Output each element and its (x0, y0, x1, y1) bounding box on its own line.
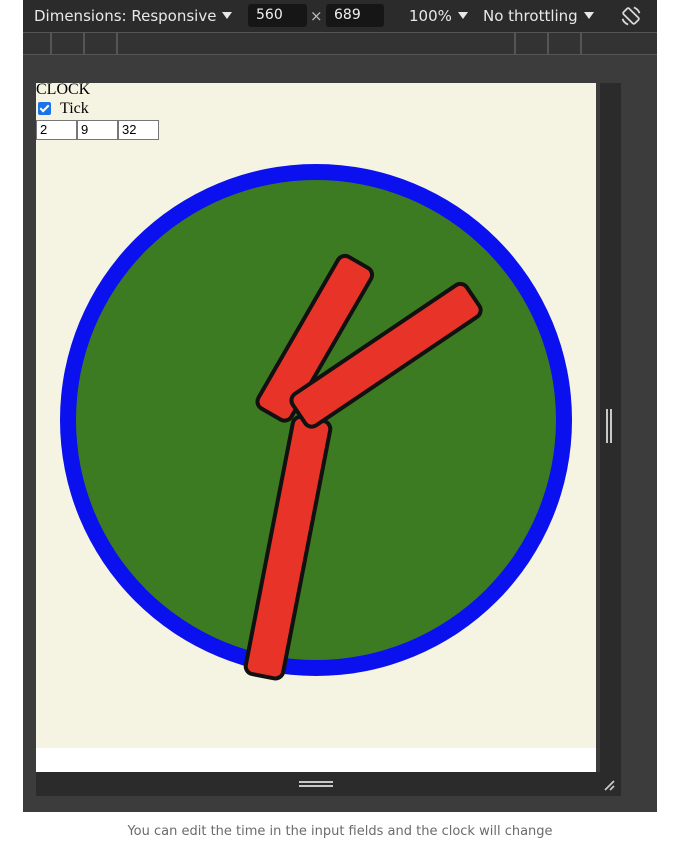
grip-line (299, 781, 333, 783)
page-title: CLOCK (36, 83, 91, 98)
device-viewport: CLOCK Tick 2 9 32 (36, 83, 596, 772)
corner-resize-glyph (604, 780, 615, 791)
height-input[interactable]: 689 (326, 4, 384, 27)
devtools-device-frame: Dimensions: Responsive 560 × 689 100% No… (23, 0, 657, 812)
chevron-down-icon (457, 12, 468, 19)
seconds-input[interactable]: 32 (118, 120, 159, 140)
rotate-icon[interactable] (619, 4, 643, 28)
ruler-divider (116, 33, 118, 54)
tick-checkbox[interactable] (38, 102, 51, 115)
ruler-divider (514, 33, 516, 54)
times-sign: × (310, 7, 323, 25)
ruler-divider (580, 33, 582, 54)
clock-page: CLOCK Tick 2 9 32 (36, 83, 596, 748)
chevron-down-icon (222, 12, 233, 19)
viewport-right-edge (600, 83, 621, 796)
zoom-dropdown[interactable]: 100% (409, 0, 468, 32)
width-resize-handle[interactable] (606, 409, 613, 443)
media-query-ruler (23, 32, 657, 55)
ruler-divider (83, 33, 85, 54)
clock-canvas (60, 164, 572, 681)
width-input[interactable]: 560 (248, 4, 307, 27)
chevron-down-icon (583, 12, 594, 19)
dimensions-dropdown[interactable]: Dimensions: Responsive (34, 0, 233, 32)
tick-label: Tick (60, 100, 89, 117)
caption-text: You can edit the time in the input field… (127, 824, 553, 839)
height-resize-handle[interactable] (299, 781, 333, 788)
ruler-divider (547, 33, 549, 54)
hour-hand (255, 253, 375, 423)
rotate-icon-glyph (621, 6, 641, 26)
grip-line (610, 409, 612, 443)
minute-hand (289, 281, 483, 429)
ruler-divider (50, 33, 52, 54)
viewport-bottom-edge (36, 772, 600, 796)
hours-input[interactable]: 2 (36, 120, 77, 140)
minutes-input[interactable]: 9 (77, 120, 118, 140)
device-toolbar: Dimensions: Responsive 560 × 689 100% No… (23, 0, 657, 32)
corner-resize-icon[interactable] (600, 772, 621, 796)
grip-line (299, 785, 333, 787)
zoom-label: 100% (409, 7, 452, 25)
throttling-dropdown[interactable]: No throttling (483, 0, 594, 32)
throttling-label: No throttling (483, 7, 578, 25)
grip-line (606, 409, 608, 443)
dimensions-label: Dimensions: Responsive (34, 7, 217, 25)
